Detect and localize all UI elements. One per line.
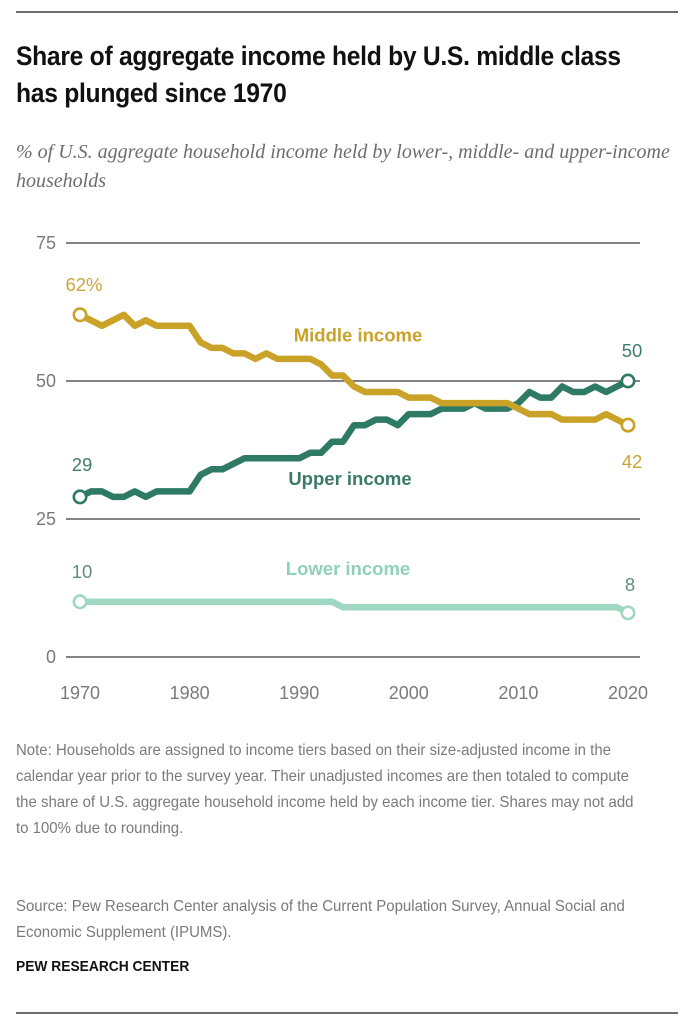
lower-income-start-marker: [72, 594, 88, 610]
gridlines: [66, 242, 640, 658]
middle-income-end-value-label: 42: [622, 451, 643, 472]
upper-income-start-value-label: 29: [72, 454, 93, 475]
lower-income-end-marker: [620, 605, 636, 621]
lower-income-series-label: Lower income: [286, 558, 410, 579]
data-labels: 62% 42 29 50 10 8 Middle income Upper income Low…: [65, 274, 642, 595]
middle-income-line: [76, 311, 632, 429]
middle-income-start-value-label: 62%: [65, 274, 102, 295]
chart-note: Note: Households are assigned to income …: [16, 742, 634, 837]
middle-income-end-marker: [620, 417, 636, 433]
y-tick-label: 75: [36, 233, 56, 253]
y-tick-label: 0: [46, 647, 56, 667]
chart-title: Share of aggregate income held by U.S. m…: [16, 41, 621, 108]
lower-income-end-value-label: 8: [625, 574, 635, 595]
lower-income-start-value-label: 10: [72, 561, 93, 582]
top-rule: [16, 11, 678, 13]
x-tick-label: 2010: [498, 683, 538, 703]
x-tick-label: 2020: [608, 683, 648, 703]
line-chart: 0 25 50 75 1970 1980 1990 2000 2010 2020 62% 42 29…: [36, 233, 648, 703]
middle-income-series-label: Middle income: [294, 325, 423, 346]
series-lines: [76, 311, 632, 617]
upper-income-end-value-label: 50: [622, 340, 643, 361]
x-tick-label: 1990: [279, 683, 319, 703]
endpoint-markers: [72, 307, 636, 621]
x-tick-label: 1980: [170, 683, 210, 703]
chart-source: Source: Pew Research Center analysis of …: [16, 898, 625, 941]
upper-income-series-label: Upper income: [288, 468, 411, 489]
brand-logo-text: PEW RESEARCH CENTER: [16, 958, 190, 975]
x-tick-label: 2000: [389, 683, 429, 703]
y-tick-label: 50: [36, 371, 56, 391]
y-axis-ticks: 0 25 50 75: [36, 233, 56, 667]
lower-income-line: [76, 598, 632, 617]
y-tick-label: 25: [36, 509, 56, 529]
bottom-rule: [16, 1012, 678, 1014]
upper-income-end-marker: [620, 373, 636, 389]
chart-subtitle: % of U.S. aggregate household income hel…: [16, 141, 670, 192]
x-tick-label: 1970: [60, 683, 100, 703]
upper-income-line: [76, 377, 632, 501]
middle-income-start-marker: [72, 307, 88, 323]
upper-income-start-marker: [72, 489, 88, 505]
x-axis-ticks: 1970 1980 1990 2000 2010 2020: [60, 683, 648, 703]
